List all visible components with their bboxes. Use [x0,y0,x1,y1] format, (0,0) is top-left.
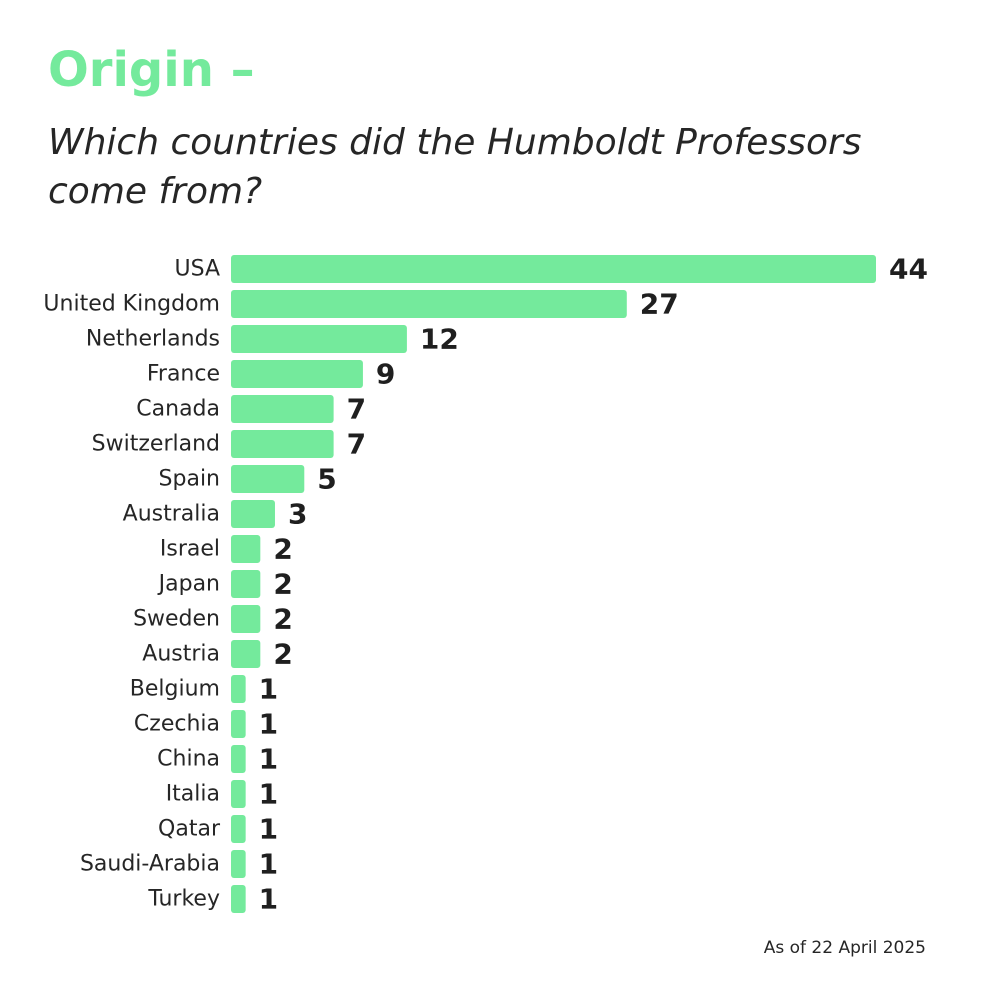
bar-china [231,745,246,773]
bar-qatar [231,815,246,843]
category-label: France [147,362,220,387]
value-label: 1 [259,883,278,916]
category-labels-group: USA United Kingdom Netherlands France Canada… [43,257,221,912]
bar-israel [231,535,261,563]
value-label: 1 [259,708,278,741]
value-label: 2 [273,638,292,671]
bar-netherlands [231,325,407,353]
bar-spain [231,465,305,493]
bar-france [231,360,363,388]
value-label: 7 [347,393,366,426]
category-label: Belgium [130,677,220,702]
bars-group [231,255,876,913]
category-label: Israel [160,537,220,562]
value-label: 44 [889,253,928,286]
category-label: Spain [159,467,220,492]
chart-title: Origin – [48,42,255,98]
bar-united-kingdom [231,290,627,318]
value-label: 27 [640,288,679,321]
value-label: 12 [420,323,459,356]
bar-australia [231,500,275,528]
value-label: 1 [259,778,278,811]
bar-saudi-arabia [231,850,246,878]
bar-czechia [231,710,246,738]
value-label: 1 [259,848,278,881]
bar-austria [231,640,261,668]
category-label: Turkey [147,887,220,912]
category-label: USA [174,257,220,282]
category-label: Canada [136,397,220,422]
date-footnote: As of 22 April 2025 [763,938,926,958]
bar-japan [231,570,261,598]
category-label: Saudi-Arabia [80,852,220,877]
value-label: 1 [259,743,278,776]
value-label: 2 [273,603,292,636]
category-label: Austria [142,642,220,667]
bar-italia [231,780,246,808]
value-label: 9 [376,358,395,391]
bar-turkey [231,885,246,913]
bar-switzerland [231,430,334,458]
value-label: 3 [288,498,307,531]
category-label: Qatar [158,817,221,842]
bar-sweden [231,605,261,633]
value-label: 5 [317,463,336,496]
bar-canada [231,395,334,423]
category-label: Czechia [134,712,220,737]
value-label: 2 [273,568,292,601]
category-label: Japan [157,572,220,597]
chart-subtitle: Which countries did the Humboldt Profess… [48,122,862,212]
value-label: 7 [347,428,366,461]
value-label: 2 [273,533,292,566]
bar-usa [231,255,876,283]
category-label: United Kingdom [43,292,220,317]
category-label: Sweden [133,607,220,632]
category-label: Italia [166,782,220,807]
value-label: 1 [259,813,278,846]
category-label: China [157,747,220,772]
category-label: Netherlands [86,327,220,352]
category-label: Australia [123,502,220,527]
category-label: Switzerland [92,432,220,457]
value-label: 1 [259,673,278,706]
bar-belgium [231,675,246,703]
